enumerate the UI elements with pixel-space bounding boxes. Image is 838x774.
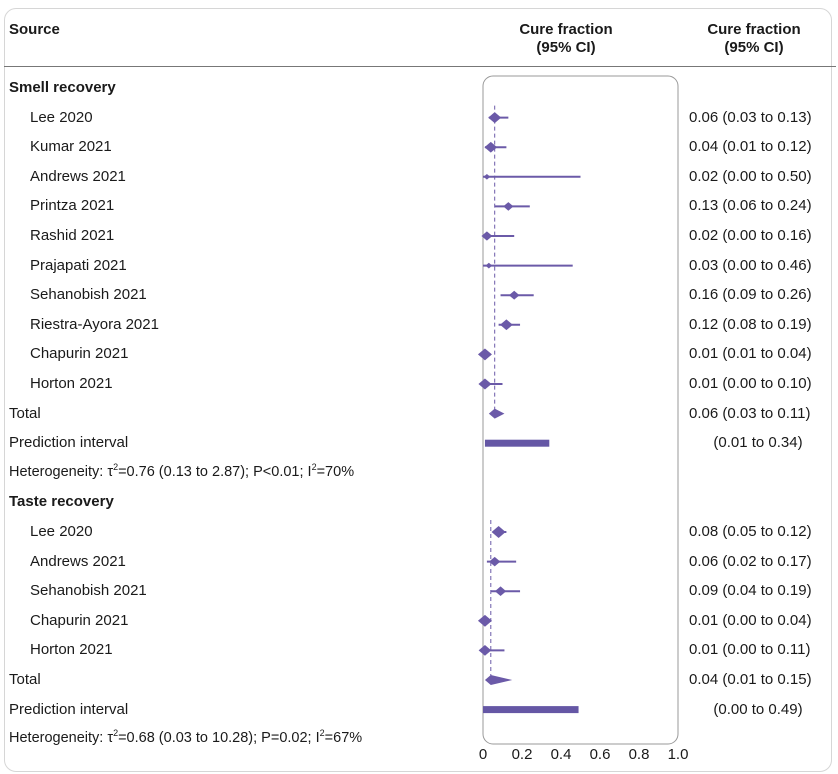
- pooled-estimate-diamond: [488, 408, 505, 419]
- header-plot-column-line2: (95% CI): [536, 39, 596, 56]
- header-plot-column: Cure fraction (95% CI): [505, 21, 627, 57]
- header-value-column-line1: Cure fraction: [707, 21, 801, 38]
- study-ci-text: 0.13 (0.06 to 0.24): [689, 197, 812, 215]
- header-plot-column-line1: Cure fraction: [519, 21, 613, 38]
- x-tick-label: 0.2: [511, 746, 533, 763]
- study-ci-text: 0.02 (0.00 to 0.16): [689, 227, 812, 244]
- study-label: Rashid 2021: [30, 227, 115, 244]
- total-ci-text: 0.04 (0.01 to 0.15): [689, 671, 812, 688]
- study-label: Horton 2021: [30, 641, 113, 659]
- prediction-interval-text: (0.00 to 0.49): [713, 700, 803, 718]
- total-label: Total: [9, 404, 41, 422]
- total-ci-text: 0.06 (0.03 to 0.11): [689, 404, 811, 422]
- point-estimate-marker: [488, 112, 502, 124]
- heterogeneity-sup1: 2: [113, 728, 119, 739]
- heterogeneity-mid: =0.76 (0.13 to 2.87); P<0.01; I: [118, 463, 312, 480]
- pooled-estimate-diamond: [484, 675, 513, 685]
- x-tick-label: 0.4: [550, 746, 572, 763]
- heterogeneity-prefix: Heterogeneity: τ: [9, 463, 114, 480]
- header-source: Source: [9, 21, 60, 38]
- study-ci-text: 0.02 (0.00 to 0.50): [689, 167, 812, 185]
- header-value-column-line2: (95% CI): [724, 39, 784, 56]
- point-estimate-marker: [485, 262, 493, 269]
- study-label: Lee 2020: [30, 108, 93, 126]
- study-label: Andrews 2021: [30, 552, 126, 570]
- x-tick-label: 0.6: [589, 746, 611, 763]
- study-ci-text: 0.01 (0.00 to 0.04): [689, 611, 812, 629]
- study-label: Prajapati 2021: [30, 256, 127, 274]
- heterogeneity-text: Heterogeneity: τ2=0.76 (0.13 to 2.87); P…: [9, 461, 355, 480]
- x-tick-label: 1.0: [667, 746, 689, 763]
- header-divider: [4, 66, 836, 67]
- study-ci-text: 0.01 (0.00 to 0.10): [689, 375, 812, 392]
- heterogeneity-sup2: 2: [311, 461, 317, 472]
- prediction-interval-bar: [484, 439, 550, 447]
- heterogeneity-prefix: Heterogeneity: τ: [9, 730, 114, 747]
- point-estimate-marker: [483, 173, 491, 180]
- study-label: Andrews 2021: [30, 167, 126, 185]
- point-estimate-marker: [477, 348, 492, 361]
- heterogeneity-suffix: =70%: [316, 463, 355, 480]
- point-estimate-marker: [477, 614, 492, 627]
- study-label: Printza 2021: [30, 197, 115, 215]
- study-ci-text: 0.03 (0.00 to 0.46): [689, 256, 812, 274]
- study-label: Horton 2021: [30, 375, 113, 392]
- heterogeneity-mid: =0.68 (0.03 to 10.28); P=0.02; I: [118, 730, 320, 747]
- total-label: Total: [9, 671, 41, 688]
- point-estimate-marker: [484, 141, 498, 153]
- section-title: Smell recovery: [9, 79, 116, 96]
- prediction-interval-bar: [483, 706, 579, 714]
- study-label: Chapurin 2021: [30, 345, 129, 363]
- header-value-column: Cure fraction (95% CI): [692, 21, 816, 57]
- study-label: Sehanobish 2021: [30, 286, 147, 304]
- point-estimate-marker: [491, 526, 506, 538]
- study-ci-text: 0.01 (0.00 to 0.11): [689, 641, 811, 659]
- study-label: Chapurin 2021: [30, 611, 129, 629]
- study-label: Riestra-Ayora 2021: [30, 315, 159, 333]
- study-ci-text: 0.09 (0.04 to 0.19): [689, 582, 812, 600]
- point-estimate-marker: [481, 231, 493, 241]
- point-estimate-marker: [489, 556, 501, 567]
- point-estimate-marker: [503, 202, 514, 211]
- point-estimate-marker: [500, 319, 513, 331]
- prediction-interval-label: Prediction interval: [9, 700, 129, 718]
- point-estimate-marker: [494, 586, 507, 596]
- study-ci-text: 0.01 (0.01 to 0.04): [689, 345, 812, 363]
- study-label: Lee 2020: [30, 523, 93, 540]
- heterogeneity-sup2: 2: [319, 728, 325, 739]
- study-ci-text: 0.08 (0.05 to 0.12): [689, 523, 812, 540]
- x-tick-label: 0.8: [628, 746, 650, 763]
- prediction-interval-label: Prediction interval: [9, 434, 129, 452]
- heterogeneity-suffix: =67%: [324, 730, 363, 747]
- study-ci-text: 0.06 (0.02 to 0.17): [689, 552, 812, 570]
- point-estimate-marker: [508, 290, 520, 300]
- prediction-interval-text: (0.01 to 0.34): [713, 434, 803, 452]
- heterogeneity-sup1: 2: [113, 461, 119, 472]
- section-title: Taste recovery: [9, 493, 114, 511]
- plot-area-border: [482, 75, 679, 745]
- study-ci-text: 0.06 (0.03 to 0.13): [689, 108, 812, 126]
- study-ci-text: 0.16 (0.09 to 0.26): [689, 286, 812, 304]
- point-estimate-marker: [478, 645, 492, 656]
- study-ci-text: 0.04 (0.01 to 0.12): [689, 138, 812, 156]
- x-tick-label: 0: [478, 746, 488, 763]
- study-label: Kumar 2021: [30, 138, 112, 156]
- heterogeneity-text: Heterogeneity: τ2=0.68 (0.03 to 10.28); …: [9, 728, 363, 747]
- figure-frame: [4, 8, 832, 772]
- study-label: Sehanobish 2021: [30, 582, 147, 600]
- study-ci-text: 0.12 (0.08 to 0.19): [689, 315, 812, 333]
- point-estimate-marker: [478, 378, 492, 390]
